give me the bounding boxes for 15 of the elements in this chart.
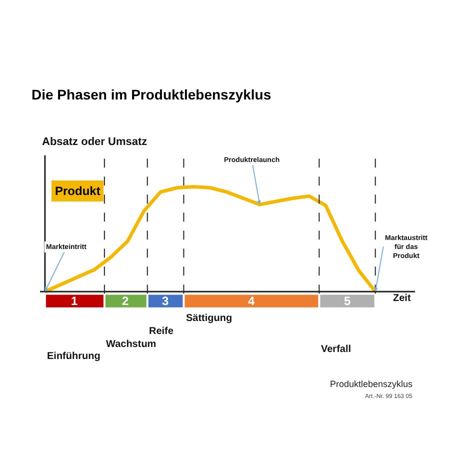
annotation: Produkt [55,184,100,198]
text: 5 [344,294,351,308]
text: 1 [71,294,78,308]
x-axis-title: Zeit [393,293,412,304]
text: Sättigung [186,313,232,324]
text: 2 [122,294,129,308]
text: 3 [162,294,169,308]
text: Einführung [47,351,100,362]
chart-title: Die Phasen im Produktlebenszyklus [32,86,272,102]
text: Wachstum [106,339,156,350]
text: 4 [248,294,255,308]
text: Produktlebenszyklus [330,379,414,389]
text: Verfall [321,344,352,355]
y-axis-title: Absatz oder Umsatz [42,136,148,148]
text: Reife [149,326,174,337]
